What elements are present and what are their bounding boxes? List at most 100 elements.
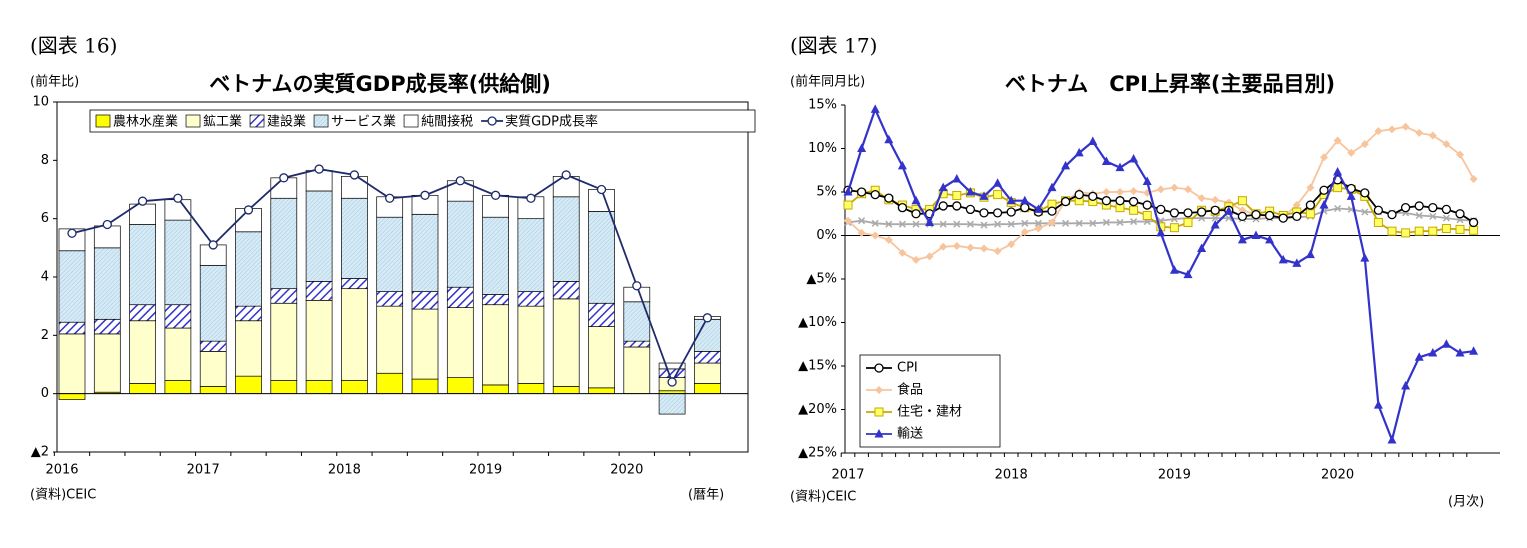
point (526, 193, 536, 203)
bar-segment (411, 308, 439, 380)
bar-segment (482, 384, 509, 395)
point (632, 281, 642, 291)
bar-segment (623, 346, 651, 395)
point (1333, 166, 1343, 176)
bar-segment (588, 211, 615, 304)
point (1469, 174, 1478, 183)
bar-segment (305, 281, 333, 301)
point (884, 193, 894, 203)
point (1116, 188, 1124, 196)
bar-segment (199, 386, 227, 395)
legend-label: CPI (897, 361, 918, 376)
point (1469, 225, 1479, 235)
point (1184, 185, 1192, 194)
point (1237, 196, 1247, 206)
point (938, 201, 948, 211)
point (702, 313, 713, 323)
x-tick-label: 2018 (328, 463, 361, 478)
bar-segment (93, 318, 121, 335)
legend-label: 輸送 (897, 427, 923, 442)
point (1115, 196, 1125, 206)
bar-segment (482, 216, 509, 295)
point (1401, 122, 1410, 131)
point (1156, 185, 1165, 194)
bar-segment (446, 200, 474, 288)
point (843, 187, 853, 196)
bar-segment (58, 321, 86, 335)
point (1455, 347, 1465, 357)
point (884, 235, 893, 244)
point (1129, 153, 1139, 163)
point (1088, 191, 1098, 202)
bar-segment (482, 304, 509, 386)
bar-segment (341, 197, 368, 279)
bar-segment (270, 197, 298, 290)
bar-segment (588, 326, 615, 389)
point (1414, 226, 1424, 236)
point (1130, 218, 1138, 226)
point (1334, 204, 1342, 213)
bar-segment (694, 362, 721, 384)
point (1237, 211, 1248, 222)
point (897, 160, 907, 170)
point (1278, 254, 1288, 264)
point (1102, 188, 1111, 196)
y-tick-label: ▲2 (31, 445, 49, 460)
bar-segment (164, 380, 192, 395)
point (1062, 219, 1070, 227)
point (871, 219, 879, 227)
point (1101, 196, 1112, 206)
point (1401, 228, 1411, 238)
x-tick-label: 2017 (831, 468, 864, 483)
point (137, 196, 148, 206)
point (1197, 194, 1206, 203)
point (1319, 200, 1329, 209)
point (1115, 162, 1125, 172)
bar-segment (482, 294, 509, 306)
legend-label: 食品 (897, 382, 923, 398)
bar-segment (235, 231, 262, 307)
y-tick-label: ▲25% (798, 446, 837, 461)
point (1360, 253, 1370, 262)
point (874, 363, 884, 373)
point (1455, 224, 1465, 234)
point (1388, 125, 1396, 134)
point (1347, 148, 1356, 157)
point (1196, 207, 1207, 217)
point (952, 241, 961, 250)
point (1088, 136, 1098, 146)
x-tick-label: 2016 (45, 463, 78, 478)
x-axis-label: (暦年) (688, 488, 724, 503)
bar-segment (270, 380, 298, 395)
bar-segment (411, 378, 439, 395)
bar-segment (588, 302, 615, 327)
point (1075, 219, 1083, 227)
point (1006, 207, 1016, 217)
bar-segment (517, 218, 545, 292)
point (1169, 223, 1179, 233)
bar-segment (270, 288, 298, 304)
point (490, 190, 501, 200)
point (1319, 185, 1329, 195)
legend-label: 鉱工業 (203, 114, 242, 130)
point (1089, 219, 1097, 227)
bar-segment (164, 304, 192, 329)
point (314, 164, 324, 174)
point (912, 220, 920, 228)
point (1251, 230, 1261, 239)
point (844, 216, 852, 225)
bar-segment (235, 375, 262, 395)
bar-segment (235, 305, 262, 322)
point (1074, 147, 1084, 157)
bar-segment (552, 281, 580, 300)
point (952, 190, 962, 200)
point (1441, 204, 1452, 215)
bar-segment (199, 351, 227, 387)
point (979, 208, 989, 218)
point (1305, 249, 1315, 259)
point (938, 182, 948, 192)
point (1265, 234, 1275, 244)
bar-segment (199, 264, 227, 342)
y-tick-label: 8 (41, 153, 49, 168)
